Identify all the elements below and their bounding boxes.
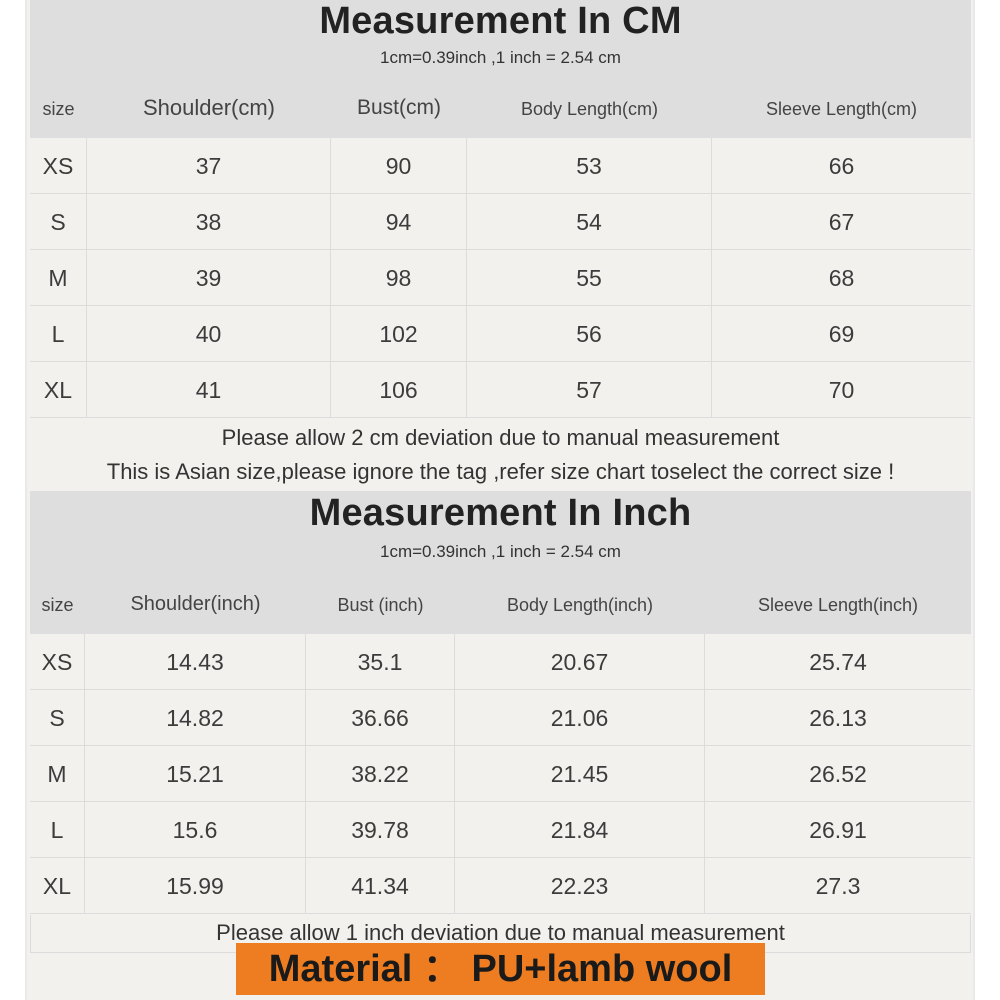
cell-bust: 102	[331, 306, 467, 362]
table-row: L 15.6 39.78 21.84 26.91	[30, 802, 971, 858]
asian-size-note: This is Asian size,please ignore the tag…	[106, 459, 895, 484]
cell-sleeve-length: 25.74	[809, 649, 867, 675]
table-row: L 40 102 56 69	[30, 306, 971, 362]
cell-body-length: 22.23	[455, 858, 705, 914]
cell-size: S	[30, 690, 85, 746]
cell-body-length: 56	[467, 306, 712, 362]
table-row: S 38 94 54 67	[30, 194, 971, 250]
cell-bust: 38.22	[306, 746, 455, 802]
cell-shoulder: 40	[87, 306, 331, 362]
cell-size: L	[30, 306, 87, 362]
cell-body-length: 20.67	[455, 634, 705, 690]
cell-shoulder: 41	[87, 362, 331, 418]
table-row: XS 14.43 35.1 20.67 25.74	[30, 634, 971, 690]
cell-body-length: 21.06	[455, 690, 705, 746]
inch-col-shoulder: Shoulder(inch)	[130, 593, 261, 615]
cell-bust: 98	[331, 250, 467, 306]
cell-body-length: 55	[467, 250, 712, 306]
inch-col-body-length: Body Length(inch)	[506, 595, 654, 615]
cell-body-length: 54	[467, 194, 712, 250]
cm-deviation-note: Please allow 2 cm deviation due to manua…	[221, 425, 780, 450]
cm-section-title: Measurement In CM	[319, 0, 682, 42]
cell-bust: 36.66	[306, 690, 455, 746]
cell-bust: 94	[331, 194, 467, 250]
cell-body-length: 21.45	[455, 746, 705, 802]
inch-table-body: XS 14.43 35.1 20.67 25.74 S 14.82 36.66 …	[30, 634, 971, 915]
cell-body-length: 57	[467, 362, 712, 418]
cell-size: M	[30, 746, 85, 802]
cell-body-length: 53	[467, 138, 712, 194]
cell-sleeve-length: 70	[828, 377, 855, 403]
inch-col-bust: Bust (inch)	[337, 595, 424, 615]
table-row: M 15.21 38.22 21.45 26.52	[30, 746, 971, 802]
cell-sleeve-length: 26.52	[809, 761, 867, 787]
table-row: S 14.82 36.66 21.06 26.13	[30, 690, 971, 746]
cell-shoulder: 38	[87, 194, 331, 250]
cell-size: XL	[30, 362, 87, 418]
cm-conversion-note: 1cm=0.39inch ,1 inch = 2.54 cm	[380, 48, 621, 67]
cm-table-header: Measurement In CM 1cm=0.39inch ,1 inch =…	[30, 0, 971, 138]
inch-section-title: Measurement In Inch	[309, 492, 692, 534]
cell-size: L	[30, 802, 85, 858]
cell-shoulder: 15.21	[85, 746, 306, 802]
cell-size: XS	[30, 138, 87, 194]
cm-col-shoulder: Shoulder(cm)	[142, 95, 276, 120]
table-row: M 39 98 55 68	[30, 250, 971, 306]
cell-size: XS	[30, 634, 85, 690]
cell-sleeve-length: 66	[828, 153, 855, 179]
cell-bust: 41.34	[306, 858, 455, 914]
cell-sleeve-length: 67	[828, 209, 855, 235]
cell-shoulder: 14.82	[85, 690, 306, 746]
cell-sleeve-length: 69	[828, 321, 855, 347]
cell-size: S	[30, 194, 87, 250]
cell-shoulder: 37	[87, 138, 331, 194]
inch-deviation-note: Please allow 1 inch deviation due to man…	[216, 920, 785, 945]
cell-sleeve-length: 68	[828, 265, 855, 291]
cell-size: XL	[30, 858, 85, 914]
cell-size: M	[30, 250, 87, 306]
cell-shoulder: 15.99	[85, 858, 306, 914]
cm-table-body: XS 37 90 53 66 S 38 94 54 67 M 39 98 55 …	[30, 138, 971, 419]
cm-col-sleeve-length: Sleeve Length(cm)	[765, 99, 918, 119]
cm-col-bust: Bust(cm)	[357, 96, 441, 119]
cm-col-size: size	[42, 99, 75, 119]
inch-col-size: size	[41, 595, 74, 615]
cell-shoulder: 14.43	[85, 634, 306, 690]
cell-sleeve-length: 26.13	[809, 705, 867, 731]
inch-col-sleeve-length: Sleeve Length(inch)	[757, 595, 919, 615]
cm-col-body-length: Body Length(cm)	[520, 99, 659, 119]
cell-bust: 39.78	[306, 802, 455, 858]
cell-sleeve-length: 27.3	[815, 873, 861, 899]
cell-sleeve-length: 26.91	[809, 817, 867, 843]
table-row: XL 15.99 41.34 22.23 27.3	[30, 858, 971, 914]
cell-bust: 106	[331, 362, 467, 418]
table-row: XL 41 106 57 70	[30, 362, 971, 418]
cell-shoulder: 15.6	[85, 802, 306, 858]
cell-shoulder: 39	[87, 250, 331, 306]
cell-bust: 90	[331, 138, 467, 194]
table-row: XS 37 90 53 66	[30, 138, 971, 194]
inch-conversion-note: 1cm=0.39inch ,1 inch = 2.54 cm	[380, 542, 621, 561]
cell-body-length: 21.84	[455, 802, 705, 858]
inch-table-header: Measurement In Inch 1cm=0.39inch ,1 inch…	[30, 491, 971, 634]
material-banner: Material ： PU+lamb wool	[236, 943, 765, 995]
cell-bust: 35.1	[306, 634, 455, 690]
